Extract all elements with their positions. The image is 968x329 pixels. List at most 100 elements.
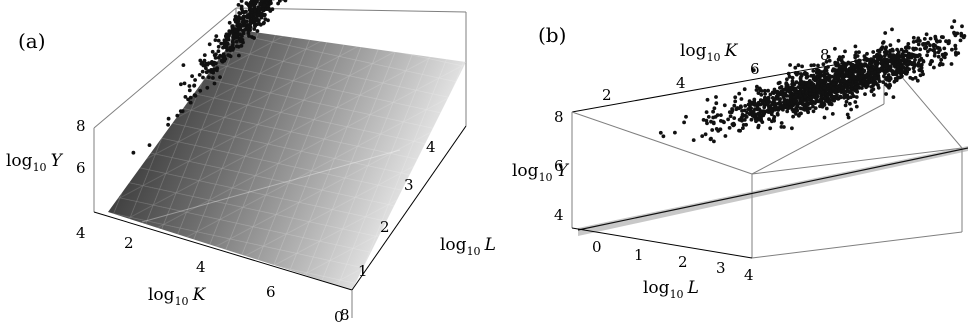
data-point (216, 44, 221, 49)
data-point (252, 36, 256, 40)
data-point (888, 66, 892, 70)
data-point (928, 62, 933, 67)
data-point (711, 120, 716, 125)
data-point (727, 126, 732, 130)
data-point (188, 100, 193, 105)
data-point (250, 0, 254, 2)
data-point (207, 42, 212, 47)
data-point (786, 71, 791, 76)
data-point (834, 63, 839, 68)
data-point (262, 20, 266, 25)
data-point (871, 50, 876, 54)
data-point (733, 95, 738, 100)
data-point (216, 49, 221, 54)
data-point (806, 110, 810, 115)
panel-b-xlabel-sub: 10 (707, 51, 721, 64)
data-point (249, 3, 254, 8)
data-point (798, 93, 803, 98)
data-point (961, 35, 966, 40)
x-tick-label: 4 (196, 258, 206, 276)
data-point (837, 69, 842, 74)
data-point (776, 93, 781, 98)
data-point (763, 92, 767, 96)
data-point (879, 47, 884, 51)
data-point (276, 1, 280, 6)
data-point (851, 94, 856, 99)
data-point (741, 123, 746, 127)
data-point (854, 85, 859, 90)
data-point (877, 79, 882, 84)
data-point (938, 48, 942, 52)
data-point (770, 102, 774, 107)
data-point (262, 3, 267, 8)
data-point (929, 59, 934, 63)
data-point (253, 24, 257, 28)
data-point (832, 75, 837, 80)
data-point (789, 105, 794, 109)
data-point (703, 132, 708, 137)
data-point (223, 57, 228, 61)
data-point (794, 93, 799, 98)
panel-a-ylabel-sub: 10 (467, 245, 481, 258)
data-point (798, 90, 802, 95)
panel-b-xlabel-var: K (724, 41, 739, 61)
data-point (822, 72, 827, 77)
data-point (748, 109, 753, 114)
data-point (216, 38, 221, 43)
data-point (854, 50, 858, 55)
data-point (841, 54, 845, 59)
data-point (131, 150, 136, 155)
data-point (240, 20, 245, 24)
panel-a-ylabel: log10 L (440, 235, 496, 258)
data-point (924, 32, 929, 37)
data-point (193, 93, 198, 98)
data-point (824, 106, 829, 111)
data-point (865, 51, 869, 56)
data-point (710, 128, 715, 132)
data-point (811, 109, 816, 114)
y-tick-label: 4 (426, 138, 436, 156)
data-point (840, 86, 845, 90)
data-point (821, 62, 826, 67)
data-point (233, 14, 238, 19)
data-point (237, 53, 241, 58)
data-point (788, 85, 793, 90)
data-point (899, 64, 903, 68)
data-point (255, 29, 260, 33)
data-point (921, 72, 925, 77)
data-point (238, 11, 243, 16)
data-point (846, 115, 851, 120)
data-point (204, 61, 209, 66)
data-point (772, 87, 777, 92)
data-point (953, 31, 958, 36)
data-point (248, 25, 253, 29)
data-point (209, 70, 214, 74)
data-point (202, 58, 207, 63)
data-point (857, 58, 861, 63)
data-point (236, 3, 241, 7)
data-point (218, 53, 223, 58)
data-point (236, 15, 241, 19)
data-point (805, 87, 809, 92)
data-point (913, 54, 917, 59)
data-point (732, 103, 737, 108)
panel-a-zlabel-sub: 10 (33, 161, 47, 174)
data-point (204, 70, 209, 75)
data-point (813, 84, 817, 89)
data-point (932, 53, 937, 58)
data-point (904, 71, 909, 76)
data-point (740, 112, 745, 117)
data-point (960, 24, 964, 29)
data-point (714, 95, 718, 99)
data-point (263, 12, 267, 17)
panel-b-axes (571, 227, 753, 259)
data-point (772, 116, 776, 121)
data-point (178, 109, 183, 113)
y-tick-label: 2 (380, 218, 390, 236)
data-point (746, 102, 751, 107)
data-point (877, 50, 882, 54)
data-point (239, 0, 244, 3)
panel-b-box (571, 55, 963, 259)
data-point (766, 96, 771, 101)
